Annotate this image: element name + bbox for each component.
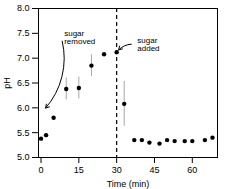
- svg-text:7.5: 7.5: [17, 28, 30, 38]
- svg-text:sugaradded: sugaradded: [137, 36, 159, 53]
- svg-text:sugarremoved: sugarremoved: [64, 29, 95, 46]
- svg-text:5.5: 5.5: [17, 128, 30, 138]
- svg-text:6.0: 6.0: [17, 103, 30, 113]
- svg-text:Time (min): Time (min): [107, 179, 150, 189]
- svg-text:5.0: 5.0: [17, 152, 30, 162]
- svg-text:6.5: 6.5: [17, 78, 30, 88]
- svg-text:8.0: 8.0: [17, 3, 30, 13]
- svg-text:0: 0: [39, 165, 44, 175]
- svg-text:7.0: 7.0: [17, 53, 30, 63]
- svg-text:15: 15: [74, 165, 84, 175]
- svg-text:60: 60: [187, 165, 197, 175]
- svg-text:30: 30: [112, 165, 122, 175]
- svg-text:pH: pH: [2, 77, 12, 89]
- svg-text:45: 45: [149, 165, 159, 175]
